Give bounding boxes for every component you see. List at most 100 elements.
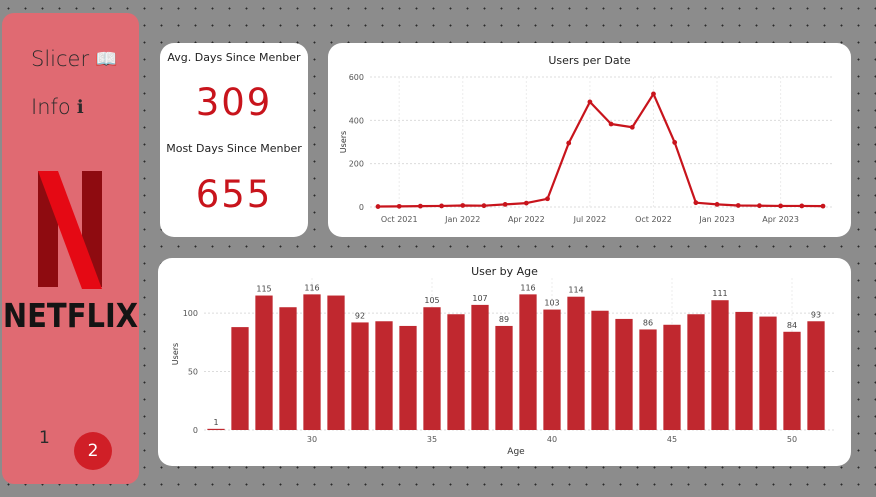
users-data-point bbox=[778, 203, 784, 209]
age-bar bbox=[639, 329, 657, 430]
line-x-tick-label: Apr 2023 bbox=[762, 215, 799, 224]
users-data-point bbox=[545, 196, 550, 202]
line-x-tick-label: Jan 2023 bbox=[698, 215, 734, 224]
line-y-tick-label: 400 bbox=[349, 116, 364, 125]
user-by-age-card: User by Age 0 50 100 30 35 40 45 50 Users Age 1 115… bbox=[158, 258, 851, 466]
bar-data-label: 103 bbox=[544, 299, 559, 308]
avg-days-label: Avg. Days Since Menber bbox=[167, 51, 301, 64]
users-data-point bbox=[502, 202, 508, 207]
bar-x-tick-label: 35 bbox=[427, 435, 437, 444]
page-2-button[interactable]: 2 bbox=[74, 432, 112, 470]
book-icon: 📖 bbox=[95, 48, 118, 70]
users-data-point bbox=[460, 203, 466, 208]
age-bar bbox=[399, 325, 417, 430]
users-data-point bbox=[587, 99, 593, 105]
netflix-n-logo bbox=[38, 171, 102, 293]
line-x-tick-label: Oct 2022 bbox=[635, 215, 672, 224]
line-y-tick-label: 600 bbox=[349, 73, 364, 82]
bar-y-tick-label: 0 bbox=[193, 426, 198, 435]
bar-data-label: 93 bbox=[811, 310, 821, 319]
line-y-axis-label: Users bbox=[339, 131, 348, 153]
line-x-tick-label: Jan 2022 bbox=[444, 215, 480, 224]
bar-data-label: 107 bbox=[472, 294, 487, 303]
users-per-date-chart: 0 200 400 600 Oct 2021 Jan 2022 Apr 2022 Jul 20… bbox=[339, 73, 833, 224]
users-data-point bbox=[608, 121, 614, 127]
bar-data-label: 105 bbox=[424, 296, 439, 305]
sidebar: Slicer 📖 Info ℹ NETFLIX 1 2 bbox=[2, 13, 139, 484]
line-y-tick-label: 0 bbox=[359, 203, 364, 212]
users-data-point bbox=[714, 202, 720, 207]
most-days-value: 655 bbox=[195, 173, 273, 216]
users-data-point bbox=[735, 203, 741, 208]
bar-data-label: 92 bbox=[355, 311, 365, 320]
users-data-point bbox=[523, 200, 529, 206]
age-bar bbox=[423, 307, 441, 430]
age-bar bbox=[807, 321, 825, 430]
info-nav-button[interactable]: Info ℹ bbox=[31, 95, 84, 119]
age-bar bbox=[495, 325, 513, 430]
line-x-tick-label: Oct 2021 bbox=[381, 215, 418, 224]
bar-data-label: 1 bbox=[213, 418, 218, 427]
bar-data-label: 84 bbox=[787, 321, 797, 330]
age-bar bbox=[303, 294, 321, 430]
age-bar bbox=[711, 300, 729, 430]
users-data-point bbox=[651, 91, 656, 97]
users-data-point bbox=[481, 203, 487, 209]
page-1-button[interactable]: 1 bbox=[39, 428, 50, 448]
line-chart-title: Users per Date bbox=[548, 54, 631, 67]
age-bar bbox=[207, 428, 225, 431]
age-bar bbox=[351, 322, 369, 430]
age-bar bbox=[687, 314, 705, 430]
bar-x-axis-label: Age bbox=[507, 447, 525, 457]
bar-x-tick-label: 45 bbox=[667, 435, 677, 444]
bar-data-label: 116 bbox=[304, 283, 319, 292]
netflix-wordmark: NETFLIX bbox=[2, 296, 139, 336]
users-data-point bbox=[439, 203, 444, 209]
age-bar bbox=[375, 321, 393, 430]
bar-data-label: 89 bbox=[499, 315, 509, 324]
users-data-point bbox=[396, 203, 402, 209]
bar-data-label: 116 bbox=[520, 283, 535, 292]
users-per-date-card: Users per Date 0 200 400 600 Oct 2021 Jan 202… bbox=[328, 43, 851, 237]
age-bar bbox=[615, 318, 633, 430]
info-icon: ℹ bbox=[76, 96, 84, 118]
users-data-point bbox=[417, 203, 423, 209]
bar-y-tick-label: 50 bbox=[188, 368, 198, 377]
avg-days-value: 309 bbox=[195, 81, 273, 124]
bar-x-tick-label: 30 bbox=[307, 435, 317, 444]
users-series-line bbox=[377, 92, 824, 208]
bar-data-label: 114 bbox=[568, 286, 583, 295]
users-data-point bbox=[693, 200, 699, 206]
users-data-point bbox=[566, 140, 572, 146]
age-bar bbox=[663, 324, 681, 430]
age-bar bbox=[327, 295, 345, 430]
age-bar bbox=[279, 307, 297, 430]
line-x-tick-label: Jul 2022 bbox=[573, 215, 607, 224]
age-bar bbox=[255, 295, 273, 430]
age-bar bbox=[231, 327, 249, 430]
users-data-point bbox=[799, 203, 805, 209]
most-days-label: Most Days Since Menber bbox=[166, 142, 302, 155]
slicer-nav-button[interactable]: Slicer 📖 bbox=[31, 47, 118, 71]
users-data-point bbox=[672, 140, 678, 145]
users-data-point bbox=[375, 204, 381, 209]
slicer-label: Slicer bbox=[31, 47, 90, 71]
age-bar bbox=[471, 304, 489, 430]
bar-data-label: 86 bbox=[643, 318, 653, 327]
bar-x-tick-label: 50 bbox=[787, 435, 797, 444]
bar-y-axis-label: Users bbox=[171, 343, 180, 365]
bar-data-label: 111 bbox=[712, 289, 727, 298]
user-by-age-chart: 0 50 100 30 35 40 45 50 Users Age 1 115 116 92 105 107 8… bbox=[171, 278, 836, 457]
info-label: Info bbox=[31, 95, 71, 119]
bar-chart-title: User by Age bbox=[471, 265, 538, 278]
age-bar bbox=[519, 294, 537, 430]
age-bar bbox=[783, 331, 801, 430]
bar-x-tick-label: 40 bbox=[547, 435, 557, 444]
age-bar bbox=[447, 314, 465, 430]
age-bar bbox=[735, 311, 753, 430]
line-y-tick-label: 200 bbox=[349, 160, 364, 169]
age-bar bbox=[759, 316, 777, 430]
users-data-point bbox=[629, 124, 635, 130]
users-data-point bbox=[820, 203, 826, 209]
age-bar bbox=[591, 310, 609, 430]
